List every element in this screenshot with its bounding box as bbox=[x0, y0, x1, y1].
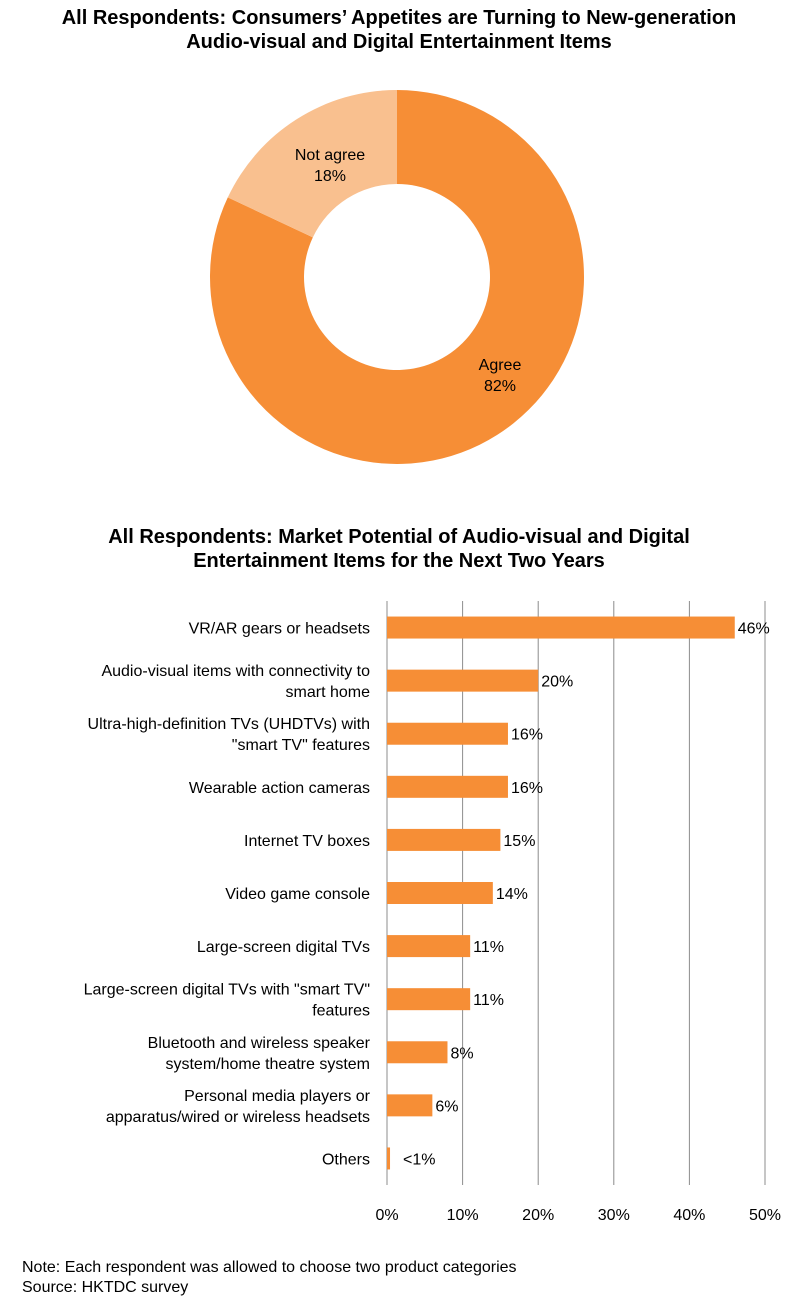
category-label: Large-screen digital TVs with "smart TV"… bbox=[84, 982, 370, 1020]
category-label: Wearable action cameras bbox=[189, 780, 370, 797]
bar-value-label: 6% bbox=[435, 1098, 458, 1115]
donut-title-line-1: All Respondents: Consumers’ Appetites ar… bbox=[61, 7, 737, 29]
donut-slice-agree bbox=[209, 90, 585, 464]
category-label-line: Wearable action cameras bbox=[189, 780, 370, 797]
category-label-line: Large-screen digital TVs bbox=[197, 939, 370, 956]
category-label: Internet TV boxes bbox=[244, 833, 370, 850]
footnote-source: Source: HKTDC survey bbox=[22, 1279, 189, 1296]
donut-slice-value-label: 82% bbox=[484, 378, 516, 395]
bar-title-line-1: All Respondents: Market Potential of Aud… bbox=[108, 526, 690, 548]
bar-value-label: 14% bbox=[496, 886, 528, 903]
donut-chart: Agree 82% Not agree 18% bbox=[209, 90, 585, 464]
donut-chart-title: All Respondents: Consumers’ Appetites ar… bbox=[0, 6, 798, 54]
bar-chart: 0% 10% 20% 30% 40% 50% 46% VR/AR gears or heads… bbox=[84, 601, 781, 1224]
x-tick-label: 20% bbox=[522, 1207, 554, 1224]
bar bbox=[387, 669, 539, 692]
category-label: Personal media players or apparatus/wired… bbox=[106, 1088, 371, 1126]
x-tick-label: 40% bbox=[673, 1207, 705, 1224]
category-label-line: apparatus/wired or wireless headsets bbox=[106, 1109, 370, 1126]
bar-value-label: 16% bbox=[511, 727, 543, 744]
bar-value-label: 8% bbox=[450, 1045, 473, 1062]
donut-slice-label: Not agree bbox=[295, 147, 365, 164]
category-label-line: smart home bbox=[286, 684, 371, 701]
bar bbox=[387, 1147, 391, 1170]
category-label-line: VR/AR gears or headsets bbox=[189, 621, 370, 638]
bar-title-line-2: Entertainment Items for the Next Two Yea… bbox=[193, 550, 605, 572]
bar-value-label: 16% bbox=[511, 780, 543, 797]
bar bbox=[387, 1094, 433, 1117]
x-tick-label: 50% bbox=[749, 1207, 781, 1224]
x-tick-label: 10% bbox=[447, 1207, 479, 1224]
x-tick-label: 30% bbox=[598, 1207, 630, 1224]
bar-value-label: <1% bbox=[403, 1151, 435, 1168]
donut-slice-label: Agree bbox=[479, 357, 522, 374]
category-label: Bluetooth and wireless speaker system/hom… bbox=[148, 1035, 371, 1073]
bar-value-label: 11% bbox=[473, 992, 504, 1009]
category-label-line: "smart TV" features bbox=[232, 737, 370, 754]
category-label: VR/AR gears or headsets bbox=[189, 621, 370, 638]
category-label: Audio-visual items with connectivity to s… bbox=[101, 663, 370, 701]
bar-value-label: 46% bbox=[738, 621, 770, 638]
bar-value-label: 20% bbox=[541, 674, 573, 691]
category-label-line: Ultra-high-definition TVs (UHDTVs) with bbox=[88, 716, 370, 733]
category-label-line: system/home theatre system bbox=[165, 1056, 370, 1073]
donut-title-line-2: Audio-visual and Digital Entertainment I… bbox=[186, 31, 612, 53]
bar bbox=[387, 988, 471, 1011]
category-label-line: Others bbox=[322, 1151, 370, 1168]
category-label-line: features bbox=[312, 1003, 370, 1020]
category-label-line: Bluetooth and wireless speaker bbox=[148, 1035, 371, 1052]
bar bbox=[387, 935, 471, 958]
bar-value-label: 15% bbox=[503, 833, 535, 850]
category-label-line: Internet TV boxes bbox=[244, 833, 370, 850]
category-label-line: Large-screen digital TVs with "smart TV" bbox=[84, 982, 370, 999]
category-label: Others bbox=[322, 1151, 370, 1168]
category-label: Ultra-high-definition TVs (UHDTVs) with "… bbox=[88, 716, 370, 754]
bar bbox=[387, 616, 735, 639]
bar bbox=[387, 828, 501, 851]
donut-slice-not-agree bbox=[227, 90, 397, 238]
bar-value-label: 11% bbox=[473, 939, 504, 956]
donut-slice-value-label: 18% bbox=[314, 168, 346, 185]
footnote-note: Note: Each respondent was allowed to cho… bbox=[22, 1259, 517, 1276]
bar bbox=[387, 722, 508, 745]
category-label: Large-screen digital TVs bbox=[197, 939, 370, 956]
x-tick-label: 0% bbox=[375, 1207, 398, 1224]
category-label: Video game console bbox=[225, 886, 370, 903]
bar-chart-title: All Respondents: Market Potential of Aud… bbox=[0, 525, 798, 573]
category-label-line: Video game console bbox=[225, 886, 370, 903]
category-label-line: Personal media players or bbox=[184, 1088, 371, 1105]
bar bbox=[387, 1041, 448, 1064]
bar bbox=[387, 882, 493, 904]
bar bbox=[387, 775, 508, 798]
category-label-line: Audio-visual items with connectivity to bbox=[101, 663, 370, 680]
